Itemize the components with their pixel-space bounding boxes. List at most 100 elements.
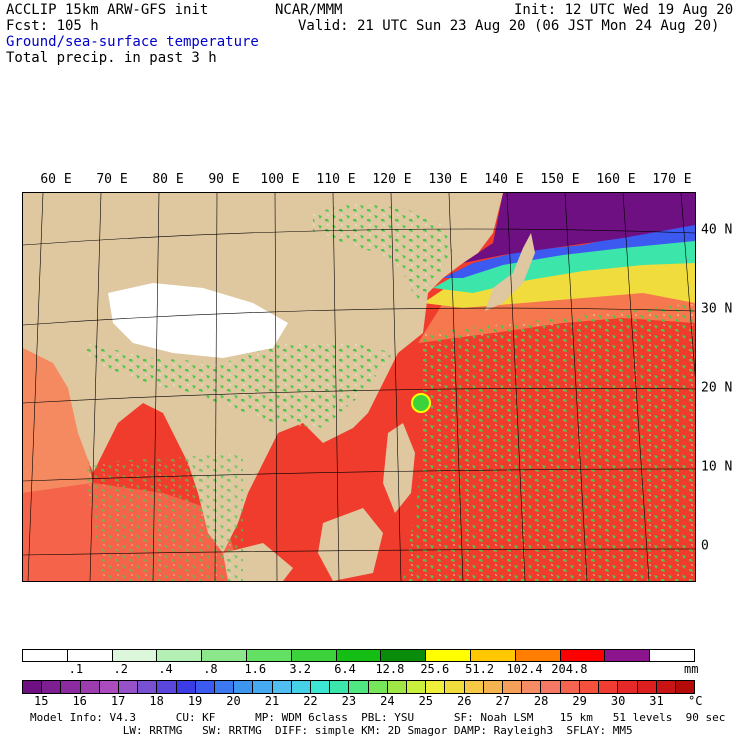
precip-color-swatch (291, 650, 337, 661)
lon-label: 130 E (428, 172, 468, 187)
sst-color-swatch (426, 681, 446, 693)
sst-color-swatch (522, 681, 542, 693)
precip-color-swatch (381, 650, 427, 661)
sst-scale-label: 31 (649, 694, 664, 708)
sst-scale-labels: 15 16 17 18 19 20 21 22 23 24 25 26 27 28 29 30 31 (0, 694, 740, 708)
sst-color-swatch (675, 681, 695, 693)
sst-color-swatch (330, 681, 350, 693)
lon-label: 140 E (484, 172, 524, 187)
sst-scale-label: 22 (303, 694, 318, 708)
ocean-blue-band (443, 218, 695, 278)
sst-color-swatch (42, 681, 62, 693)
lon-label: 70 E (96, 172, 128, 187)
precip-unit: mm (684, 662, 699, 676)
precip-scale-label: 204.8 (551, 662, 588, 676)
sst-scale-label: 29 (572, 694, 587, 708)
sst-color-swatch (483, 681, 504, 693)
sst-color-swatch (368, 681, 388, 693)
sst-color-swatch (157, 681, 177, 693)
precip-color-swatch (202, 650, 247, 661)
lon-label: 150 E (540, 172, 580, 187)
precip-scale-label: .8 (203, 662, 218, 676)
precip-scale-label: 1.6 (244, 662, 267, 676)
center-label: NCAR/MMM (275, 2, 343, 18)
sst-color-swatch (407, 681, 427, 693)
lat-label: 0 (701, 538, 709, 554)
sst-color-swatch (215, 681, 235, 693)
sst-scale-label: 19 (187, 694, 203, 708)
sst-color-swatch (176, 681, 196, 693)
longitude-labels: 60 E 70 E 80 E 90 E 100 E 110 E 120 E 130 E 140 … (0, 172, 740, 188)
sst-color-swatch (503, 681, 523, 693)
ocean-purple-band (463, 193, 695, 263)
sst-scale-label: 20 (226, 694, 241, 708)
sst-color-swatch (272, 681, 292, 693)
model-title: ACCLIP 15km ARW-GFS init (6, 2, 209, 18)
sst-color-swatch (541, 681, 561, 693)
sst-color-swatch (61, 681, 81, 693)
precip-color-swatch (426, 650, 471, 661)
sst-color-swatch (138, 681, 158, 693)
land-borneo (318, 508, 383, 581)
precip-color-swatch (112, 650, 158, 661)
lat-label: 30 N (701, 301, 733, 317)
lat-label: 10 N (701, 459, 733, 475)
sst-color-swatch (618, 681, 638, 693)
lat-label: 40 N (701, 222, 733, 238)
sst-scale-label: 21 (264, 694, 280, 708)
field-name-sst: Ground/sea-surface temperature (6, 34, 259, 50)
sst-scale-label: 15 (33, 694, 49, 708)
precip-color-swatch (605, 650, 651, 661)
sst-scale-label: 26 (457, 694, 472, 708)
sst-color-swatch (599, 681, 619, 693)
sst-scale-label: 24 (380, 694, 395, 708)
sst-color-swatch (23, 681, 43, 693)
forecast-hour: Fcst: 105 h (6, 18, 99, 34)
lon-label: 160 E (596, 172, 636, 187)
precip-scale-label: .2 (113, 662, 128, 676)
weather-map (22, 192, 712, 582)
sst-color-swatch (195, 681, 216, 693)
precip-band-indian (83, 453, 243, 581)
ocean-arabian-sea (23, 343, 93, 493)
precip-scale-label: .1 (68, 662, 84, 676)
precip-scale-label: 3.2 (289, 662, 312, 676)
sst-color-swatch (291, 681, 312, 693)
sst-color-swatch (234, 681, 254, 693)
sst-scale-label: 28 (533, 694, 549, 708)
valid-time: Valid: 21 UTC Sun 23 Aug 20 (06 JST Mon … (298, 18, 720, 34)
land-philippines (383, 423, 415, 513)
precip-color-swatch (246, 650, 292, 661)
precip-scale-labels: .1 .2 .4 .8 1.6 3.2 6.4 12.8 25.6 51.2 102.4 204.8 (0, 662, 740, 676)
sst-color-swatch (80, 681, 100, 693)
precip-color-swatch (157, 650, 203, 661)
sst-color-swatch (464, 681, 484, 693)
precip-color-swatch (560, 650, 606, 661)
sst-color-swatch (637, 681, 657, 693)
lon-label: 120 E (372, 172, 412, 187)
precip-color-swatch (650, 650, 694, 661)
lon-label: 100 E (260, 172, 300, 187)
sst-color-swatch (311, 681, 331, 693)
sst-color-swatch (445, 681, 465, 693)
sst-scale-label: 18 (149, 694, 164, 708)
precip-band-monsoon (83, 343, 393, 428)
precip-band-north (313, 203, 453, 303)
sst-scale-label: 16 (72, 694, 87, 708)
sst-color-swatch (560, 681, 580, 693)
sst-scale-label: 25 (418, 694, 434, 708)
precip-color-swatch (470, 650, 516, 661)
model-info-line1: Model Info: V4.3 CU: KF MP: WDM 6class P… (30, 711, 726, 724)
sst-scale-label: 23 (341, 694, 357, 708)
sst-scale-label: 30 (610, 694, 626, 708)
sst-scale-label: 17 (110, 694, 126, 708)
sst-color-swatch (99, 681, 120, 693)
sst-unit: °C (688, 694, 703, 708)
lon-label: 110 E (316, 172, 356, 187)
sst-scale-label: 27 (495, 694, 510, 708)
precip-color-bar (22, 649, 695, 662)
sst-color-bar (22, 680, 695, 694)
sst-color-swatch (253, 681, 273, 693)
sst-color-swatch (349, 681, 369, 693)
sst-color-swatch (119, 681, 139, 693)
